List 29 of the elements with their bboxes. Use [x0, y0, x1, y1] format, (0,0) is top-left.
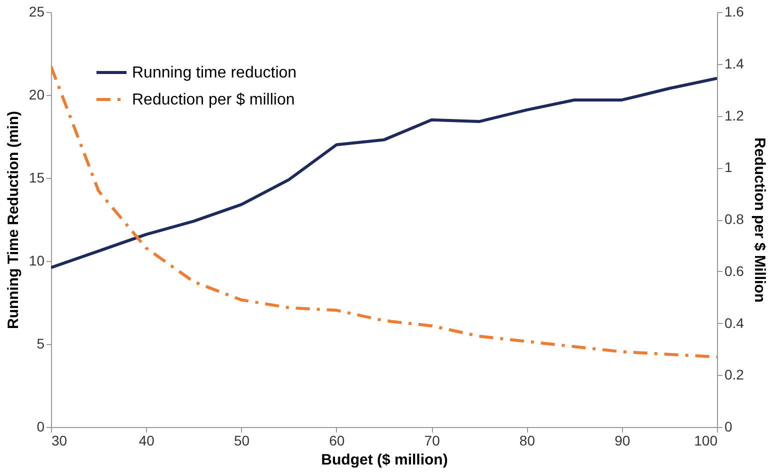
y-tick-label: 5 [36, 336, 45, 352]
x-tick-label: 30 [52, 432, 68, 448]
x-tick-label: 80 [519, 432, 536, 448]
y-tick-label: 25 [28, 4, 45, 20]
y2-tick-label: 0.2 [724, 366, 744, 383]
x-tick-label: 50 [234, 432, 250, 448]
x-tick-label: 60 [329, 432, 345, 448]
y-tick-label: 20 [28, 86, 45, 102]
x-tick-label: 40 [138, 432, 155, 448]
y2-tick-label: 0 [724, 418, 732, 434]
y2-tick-label: 1 [724, 159, 732, 176]
x-tick-label: 100 [694, 432, 718, 448]
x-tick-label: 70 [424, 432, 440, 448]
x-axis-title: Budget ($ million) [321, 452, 448, 468]
y-tick-label: 15 [28, 170, 45, 186]
y2-tick-label: 0.6 [724, 262, 744, 279]
y-tick-label: 10 [28, 252, 45, 268]
legend-label: Running time reduction [132, 64, 297, 82]
y2-tick-label: 1.4 [724, 55, 744, 72]
y2-tick-label: 0.8 [724, 211, 744, 227]
y2-tick-label: 1.6 [724, 4, 744, 20]
legend-label: Reduction per $ million [132, 92, 295, 108]
y2-tick-label: 0.4 [724, 314, 744, 331]
y-tick-label: 0 [36, 418, 45, 434]
y2-axis-title: Reduction per $ Million [750, 137, 768, 303]
line-series [51, 64, 717, 358]
x-tick-label: 90 [614, 432, 630, 448]
y2-tick-label: 1.2 [724, 107, 744, 124]
y-axis-title: Running Time Reduction (min) [4, 110, 22, 330]
